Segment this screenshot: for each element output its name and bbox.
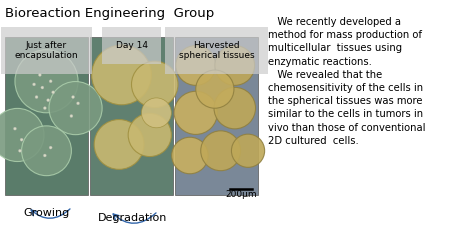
- Circle shape: [14, 127, 17, 130]
- Text: Harvested
spherical tissues: Harvested spherical tissues: [179, 41, 254, 60]
- Circle shape: [94, 119, 144, 169]
- Circle shape: [47, 99, 50, 102]
- Circle shape: [128, 113, 171, 157]
- Circle shape: [52, 91, 54, 94]
- Circle shape: [176, 45, 216, 85]
- Circle shape: [214, 87, 256, 129]
- Circle shape: [70, 115, 73, 117]
- Circle shape: [43, 107, 46, 110]
- Text: 200μm: 200μm: [225, 190, 257, 199]
- Circle shape: [41, 86, 44, 89]
- Circle shape: [141, 98, 171, 128]
- Circle shape: [20, 138, 23, 141]
- Text: Degradation
of membrane: Degradation of membrane: [95, 213, 171, 225]
- Circle shape: [0, 108, 44, 162]
- Circle shape: [201, 131, 241, 171]
- Circle shape: [172, 137, 208, 174]
- Circle shape: [22, 126, 72, 176]
- Circle shape: [196, 70, 234, 108]
- Circle shape: [15, 50, 78, 113]
- Circle shape: [38, 73, 41, 77]
- Circle shape: [72, 96, 75, 99]
- Text: Bioreaction Engineering  Group: Bioreaction Engineering Group: [5, 7, 214, 20]
- Bar: [5, 37, 88, 195]
- Circle shape: [49, 80, 52, 83]
- Bar: [175, 37, 258, 195]
- Circle shape: [92, 45, 151, 105]
- Bar: [90, 37, 173, 195]
- Circle shape: [18, 149, 22, 152]
- Text: Day 14: Day 14: [116, 41, 148, 50]
- Circle shape: [35, 96, 38, 99]
- Circle shape: [76, 102, 80, 105]
- Text: Growing: Growing: [23, 208, 69, 218]
- Circle shape: [32, 83, 36, 86]
- Circle shape: [49, 146, 52, 149]
- Circle shape: [231, 134, 265, 167]
- Circle shape: [131, 61, 178, 108]
- Text: We recently developed a
method for mass production of
multicellular  tissues usi: We recently developed a method for mass …: [268, 17, 426, 146]
- Circle shape: [174, 91, 217, 134]
- Circle shape: [43, 154, 46, 157]
- Text: Just after
encapsulation: Just after encapsulation: [15, 41, 78, 60]
- Circle shape: [215, 45, 255, 85]
- Circle shape: [49, 81, 102, 135]
